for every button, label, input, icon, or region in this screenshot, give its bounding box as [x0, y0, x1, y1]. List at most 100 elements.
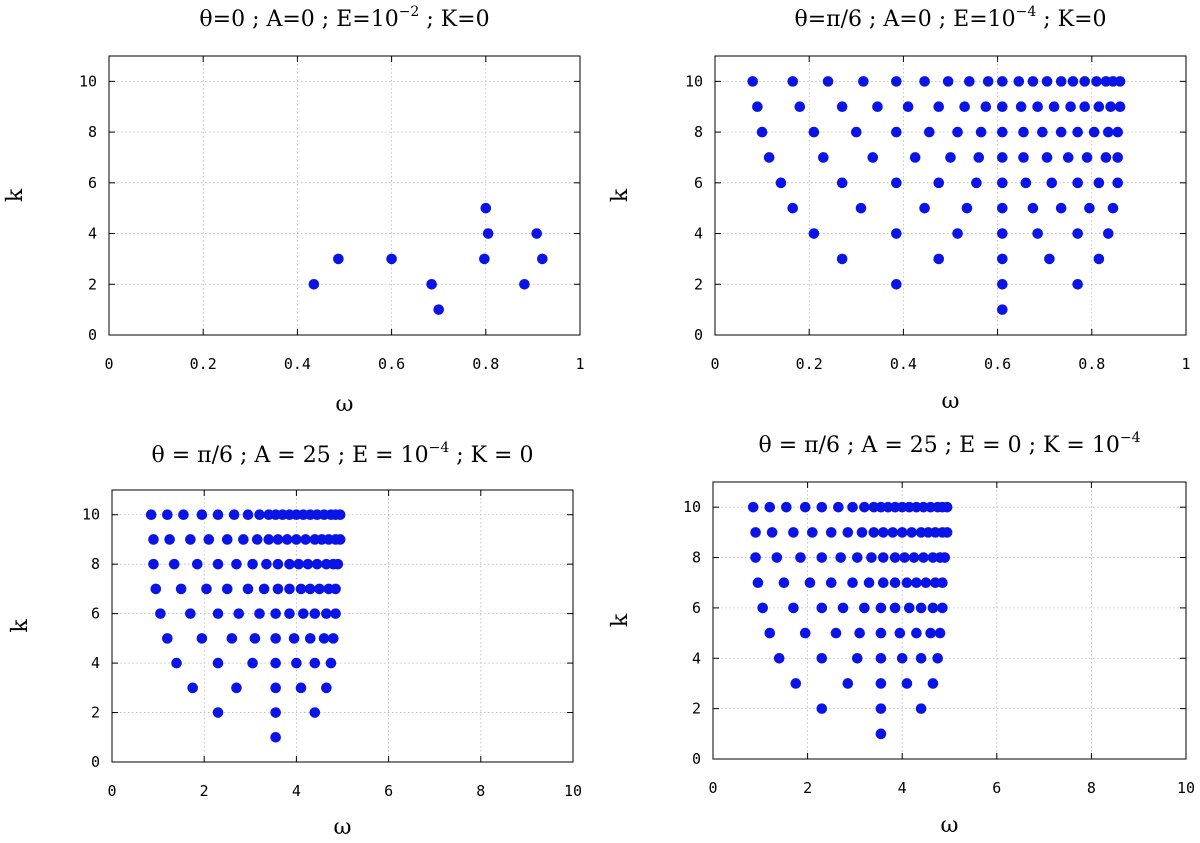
data-point — [934, 627, 946, 639]
data-point — [752, 577, 764, 589]
data-point — [952, 126, 963, 138]
data-point — [825, 577, 837, 589]
data-point — [537, 253, 548, 265]
data-point — [939, 552, 951, 563]
data-point — [251, 534, 263, 545]
data-point — [1055, 202, 1067, 214]
data-point — [1072, 278, 1083, 290]
data-point — [808, 126, 820, 138]
y-tick-label: 10 — [685, 72, 703, 90]
data-point — [778, 577, 790, 589]
y-tick-label: 6 — [694, 174, 703, 192]
data-point — [747, 76, 758, 87]
data-point — [148, 534, 159, 545]
x-tick-label: 0.6 — [984, 355, 1011, 373]
data-point — [148, 558, 159, 570]
data-point — [1072, 177, 1083, 189]
data-point — [854, 627, 865, 639]
x-tick-label: 8 — [476, 782, 485, 800]
x-axis-label: ω — [336, 392, 354, 417]
data-point — [891, 228, 902, 239]
data-point — [1032, 228, 1043, 239]
data-point — [247, 657, 258, 669]
data-point — [891, 76, 902, 87]
data-point — [1018, 152, 1029, 163]
y-tick-label: 0 — [88, 326, 97, 344]
data-point — [788, 602, 799, 614]
data-point — [1100, 152, 1112, 163]
data-point — [254, 509, 265, 521]
data-point — [816, 602, 828, 614]
data-point — [964, 76, 975, 87]
data-point — [334, 509, 346, 521]
data-point — [764, 501, 776, 513]
data-point — [807, 527, 818, 538]
data-point — [872, 101, 883, 113]
data-point — [293, 558, 305, 570]
data-point — [835, 552, 847, 563]
data-point — [1081, 152, 1093, 163]
data-point — [896, 652, 908, 664]
data-point — [300, 534, 311, 545]
data-point — [386, 253, 397, 265]
data-point — [145, 509, 157, 521]
data-point — [937, 602, 948, 614]
data-point — [1112, 126, 1124, 138]
data-point — [932, 652, 943, 664]
data-point — [426, 278, 437, 290]
data-point — [997, 177, 1008, 189]
data-point — [1112, 177, 1124, 189]
data-point — [531, 228, 542, 239]
y-tick-label: 4 — [692, 649, 701, 667]
data-point — [1107, 202, 1119, 214]
data-point — [961, 202, 973, 214]
x-tick-label: 10 — [1177, 779, 1195, 797]
data-point — [804, 577, 816, 589]
data-point — [238, 534, 249, 545]
data-point — [309, 707, 321, 718]
data-point — [168, 558, 180, 570]
plot-frame — [111, 489, 574, 763]
data-point — [1027, 202, 1039, 214]
data-point — [1093, 101, 1105, 113]
data-point — [212, 657, 224, 669]
data-point — [833, 501, 844, 513]
x-tick-label: 6 — [992, 779, 1001, 797]
y-tick-label: 6 — [91, 605, 100, 623]
data-point — [212, 608, 224, 619]
data-point — [178, 509, 189, 521]
data-point — [321, 608, 332, 619]
panel-title-main: θ=π/6 ; A=0 ; E=10 — [794, 7, 1015, 32]
x-axis-label: ω — [334, 815, 352, 838]
data-point — [185, 534, 196, 545]
data-point — [997, 278, 1008, 290]
data-point — [1102, 228, 1114, 239]
data-point — [851, 652, 863, 664]
data-point — [1065, 101, 1076, 113]
data-point — [920, 577, 932, 589]
data-point — [836, 253, 848, 265]
data-point — [1079, 76, 1091, 87]
data-point — [175, 583, 187, 595]
data-point — [1105, 101, 1116, 113]
data-point — [997, 101, 1008, 113]
data-point — [272, 558, 284, 570]
data-point — [330, 583, 341, 595]
data-point — [196, 509, 208, 521]
data-point — [997, 253, 1008, 265]
data-point — [927, 602, 939, 614]
y-axis-label: k — [608, 188, 633, 202]
y-tick-label: 0 — [91, 753, 100, 771]
data-point — [162, 633, 173, 644]
data-point — [231, 558, 242, 570]
data-point — [221, 583, 233, 595]
x-tick-label: 10 — [564, 782, 582, 800]
data-point — [875, 627, 887, 639]
data-point — [842, 678, 854, 689]
data-point — [927, 678, 939, 689]
data-point — [973, 152, 985, 163]
x-tick-label: 2 — [200, 782, 209, 800]
data-point — [867, 152, 879, 163]
data-point — [1041, 152, 1053, 163]
